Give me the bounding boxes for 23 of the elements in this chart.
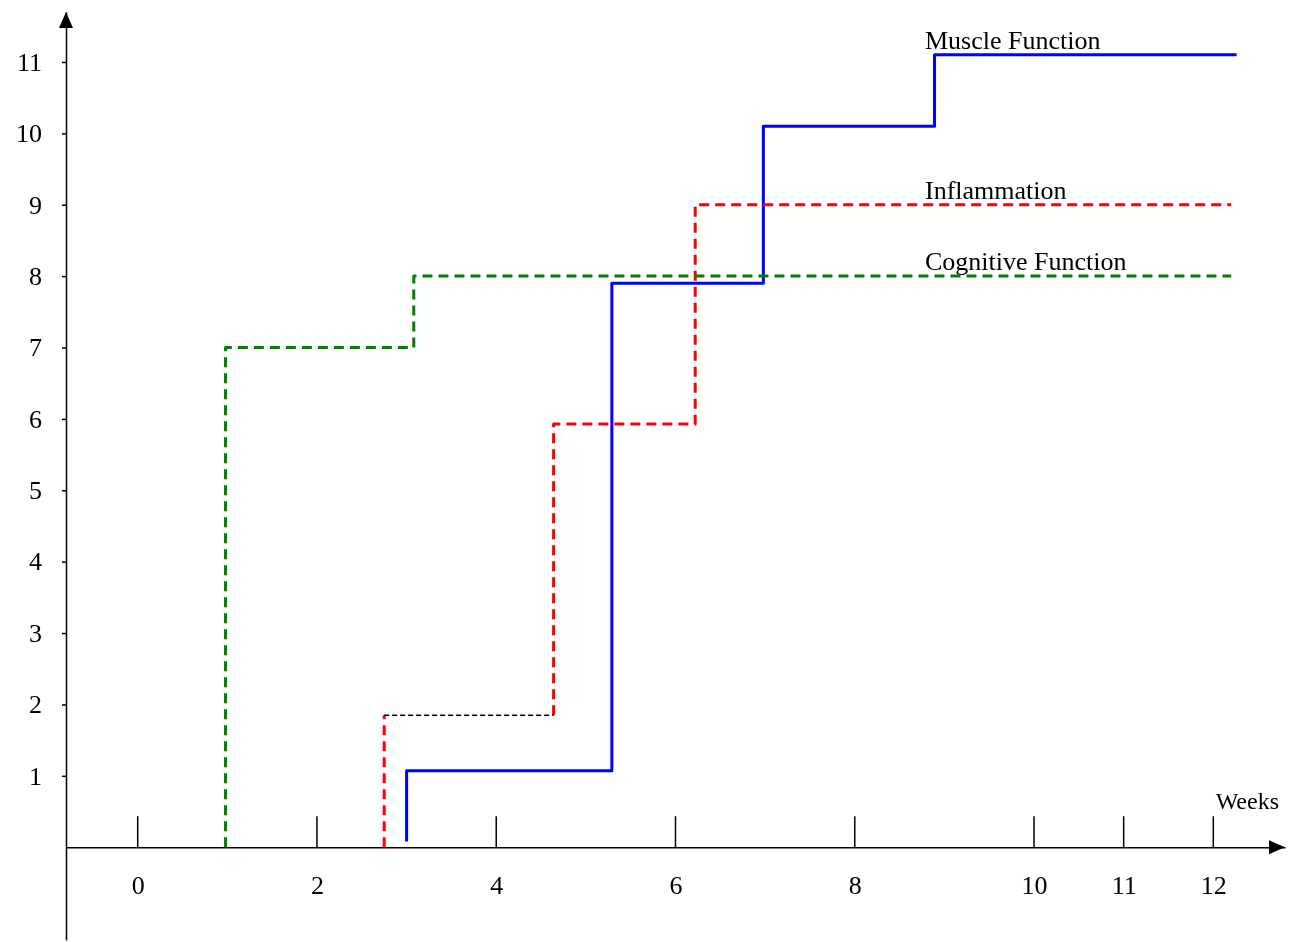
x-tick-label: 10 (1021, 870, 1048, 900)
y-tick-label: 11 (16, 47, 42, 77)
series-label: Muscle Function (925, 25, 1101, 55)
y-tick-label: 10 (16, 119, 42, 149)
x-tick-label: 0 (131, 870, 145, 900)
x-tick-label: 8 (848, 870, 862, 900)
x-tick-label: 2 (310, 870, 324, 900)
series-label: Cognitive Function (925, 247, 1127, 277)
y-tick-label: 5 (29, 476, 42, 506)
series-label: Inflammation (925, 175, 1067, 205)
x-tick-label: 6 (669, 870, 683, 900)
y-tick-label: 9 (29, 190, 42, 220)
y-tick-label: 6 (29, 404, 42, 434)
x-tick-label: 11 (1111, 870, 1137, 900)
y-tick-label: 7 (29, 333, 42, 363)
y-tick-label: 4 (29, 547, 42, 577)
x-tick-label: 4 (490, 870, 504, 900)
y-tick-label: 2 (29, 690, 42, 720)
x-axis-title: Weeks (1215, 788, 1279, 815)
y-tick-label: 3 (29, 618, 42, 648)
x-tick-label: 12 (1200, 870, 1227, 900)
y-tick-label: 8 (29, 261, 42, 291)
y-tick-label: 1 (29, 761, 42, 791)
